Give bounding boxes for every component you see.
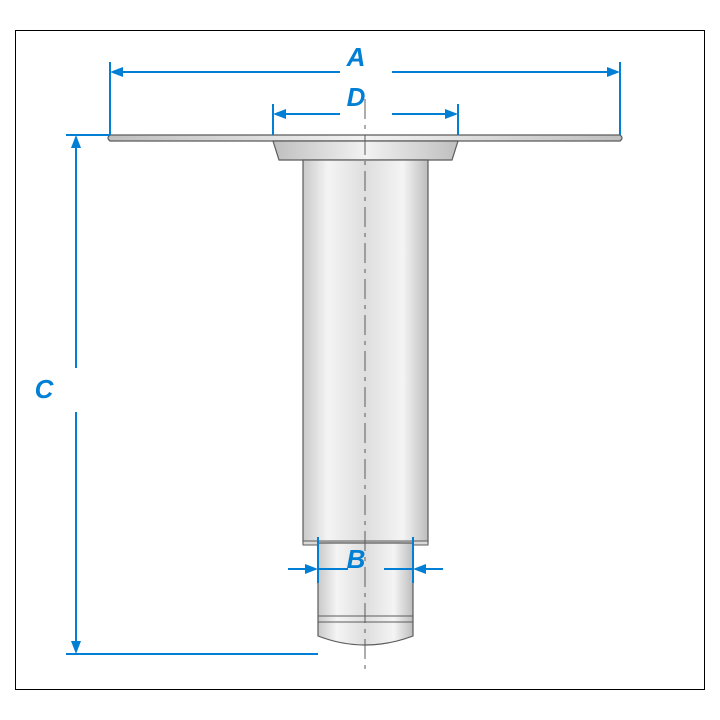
dimension-label-D: D: [336, 82, 376, 113]
dimension-label-B: B: [336, 544, 376, 575]
drawing-frame: [15, 30, 705, 690]
dimension-label-C: C: [24, 374, 64, 405]
dimension-label-A: A: [336, 42, 376, 73]
